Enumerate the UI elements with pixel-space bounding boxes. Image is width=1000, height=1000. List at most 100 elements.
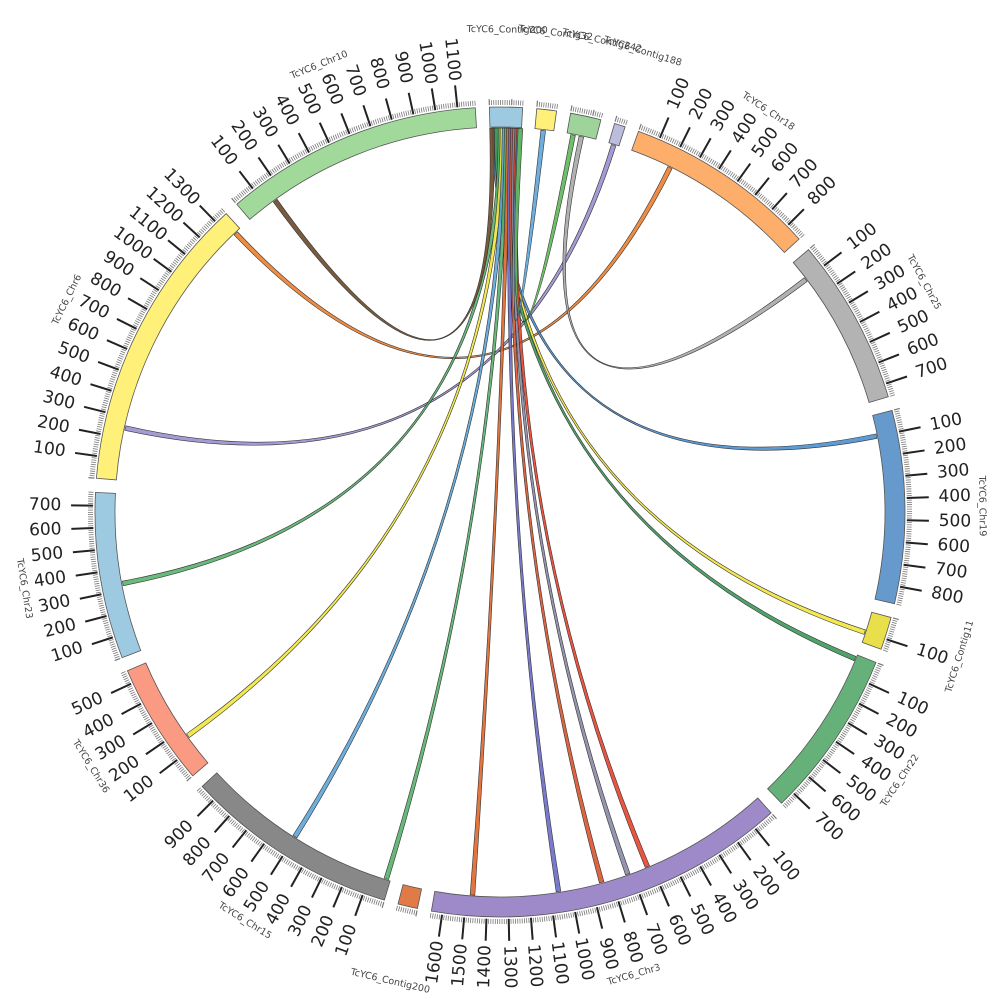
- minor-tick: [799, 786, 804, 791]
- minor-tick: [685, 145, 689, 151]
- minor-tick: [647, 127, 650, 133]
- minor-tick: [94, 439, 100, 441]
- minor-tick: [206, 222, 211, 227]
- major-tick: [771, 192, 788, 211]
- minor-tick: [90, 461, 97, 463]
- minor-tick: [192, 237, 197, 241]
- tick-label: 300: [936, 460, 970, 483]
- minor-tick: [321, 878, 324, 884]
- minor-tick: [603, 905, 606, 911]
- minor-tick: [673, 139, 677, 145]
- minor-tick: [218, 809, 223, 814]
- minor-tick: [879, 362, 885, 365]
- minor-tick: [792, 794, 797, 799]
- minor-tick: [163, 274, 168, 278]
- minor-tick: [763, 821, 768, 826]
- minor-tick: [99, 414, 105, 417]
- minor-tick: [440, 104, 443, 110]
- minor-tick: [756, 827, 761, 832]
- minor-tick: [415, 910, 418, 917]
- minor-tick: [138, 314, 143, 318]
- minor-tick: [802, 783, 807, 788]
- minor-tick: [94, 585, 100, 587]
- major-tick: [808, 776, 827, 793]
- minor-tick: [259, 842, 263, 847]
- minor-tick: [649, 128, 652, 134]
- minor-tick: [284, 160, 289, 165]
- minor-tick: [615, 901, 619, 907]
- minor-tick: [178, 254, 183, 258]
- minor-tick: [732, 845, 736, 851]
- minor-tick: [398, 112, 401, 118]
- minor-tick: [888, 387, 894, 391]
- minor-tick: [273, 852, 278, 857]
- minor-tick: [312, 874, 316, 880]
- major-tick: [116, 318, 137, 330]
- minor-tick: [581, 108, 584, 114]
- link-17: [272, 127, 495, 341]
- minor-tick: [880, 364, 885, 368]
- minor-tick: [431, 913, 434, 919]
- segment-tcyc6_chr36-12: [126, 662, 209, 777]
- minor-tick: [98, 419, 104, 422]
- link-14: [513, 127, 650, 868]
- minor-tick: [400, 906, 403, 912]
- link-15: [512, 128, 546, 321]
- minor-tick: [331, 883, 335, 889]
- minor-tick: [123, 677, 129, 681]
- minor-tick: [826, 754, 832, 758]
- minor-tick: [889, 630, 895, 633]
- minor-tick: [358, 894, 361, 900]
- minor-tick: [91, 565, 97, 567]
- minor-tick: [383, 116, 386, 122]
- minor-tick: [800, 233, 805, 238]
- minor-tick: [185, 775, 191, 780]
- minor-tick: [594, 111, 597, 117]
- minor-tick: [93, 578, 99, 581]
- minor-tick: [168, 266, 173, 271]
- minor-tick: [709, 158, 713, 164]
- minor-tick: [674, 879, 678, 885]
- major-tick: [679, 126, 691, 148]
- minor-tick: [285, 859, 289, 865]
- minor-tick: [97, 423, 103, 426]
- minor-tick: [545, 102, 547, 108]
- minor-tick: [839, 284, 844, 288]
- minor-tick: [108, 639, 114, 642]
- minor-tick: [758, 193, 763, 199]
- minor-tick: [169, 264, 175, 269]
- minor-tick: [849, 720, 854, 724]
- minor-tick: [825, 755, 830, 760]
- minor-tick: [546, 916, 548, 922]
- minor-tick: [816, 253, 822, 258]
- minor-tick: [238, 192, 243, 198]
- minor-tick: [884, 645, 890, 648]
- major-tick: [231, 829, 248, 849]
- minor-tick: [697, 867, 702, 872]
- minor-tick: [838, 737, 843, 742]
- minor-tick: [234, 822, 239, 828]
- minor-tick: [855, 709, 861, 713]
- minor-tick: [904, 557, 910, 560]
- tick-label: 1400: [474, 945, 495, 989]
- minor-tick: [709, 860, 713, 866]
- tick-label: 1100: [547, 940, 572, 986]
- minor-tick: [208, 220, 213, 225]
- minor-tick: [91, 563, 97, 565]
- minor-tick: [279, 163, 283, 169]
- minor-tick: [559, 914, 561, 920]
- minor-tick: [623, 119, 626, 125]
- segment-tcyc6_chr23-13: [94, 491, 142, 659]
- minor-tick: [797, 230, 802, 235]
- minor-tick: [184, 773, 189, 778]
- minor-tick: [543, 916, 546, 922]
- minor-tick: [328, 137, 332, 142]
- minor-tick: [290, 156, 294, 162]
- minor-tick: [632, 896, 636, 902]
- minor-tick: [826, 265, 831, 270]
- major-tick: [905, 541, 928, 546]
- minor-tick: [686, 873, 690, 879]
- minor-tick: [812, 248, 817, 253]
- minor-tick: [270, 849, 274, 855]
- minor-tick: [791, 224, 796, 229]
